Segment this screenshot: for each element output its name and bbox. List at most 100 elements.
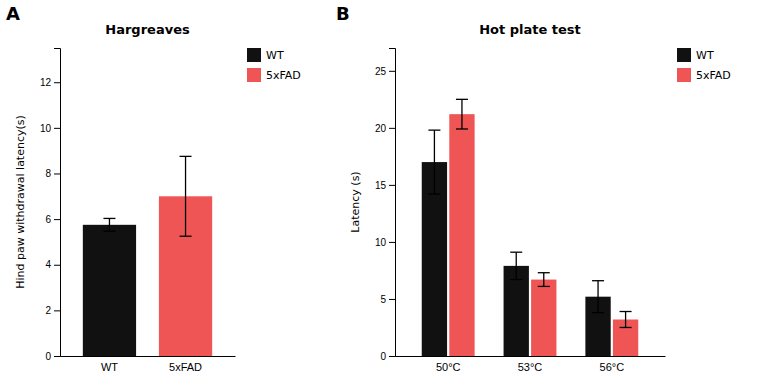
error-bar-stem: [109, 218, 110, 231]
x-axis-line: [396, 356, 666, 357]
error-bar: [620, 312, 632, 328]
legend-swatch: [247, 68, 261, 82]
error-bar-cap: [428, 193, 440, 194]
error-bar-cap: [620, 311, 632, 312]
y-tick-label: 0: [45, 351, 51, 362]
y-tick: 8: [45, 168, 60, 179]
y-tick-mark: [54, 265, 60, 266]
legend-item: 5xFAD: [247, 68, 301, 82]
error-bar: [510, 252, 522, 279]
legend-item: WT: [247, 48, 284, 62]
y-tick: 12: [40, 77, 60, 88]
title: Hargreaves: [105, 22, 190, 37]
y-tick-label: 10: [375, 237, 387, 248]
y-tick-mark: [389, 242, 395, 243]
y-tick: 10: [40, 123, 60, 134]
error-bar-cap: [538, 286, 550, 287]
error-bar-cap: [538, 272, 550, 273]
y-tick: 5: [380, 294, 395, 305]
panel-label: A: [6, 3, 20, 24]
y-axis-title: Latency (s): [349, 171, 362, 232]
y-tick: 4: [45, 259, 60, 270]
y-tick-label: 0: [380, 351, 386, 362]
legend: WT 5xFAD: [677, 48, 731, 82]
error-bar-cap: [180, 236, 192, 237]
error-bar-cap: [510, 252, 522, 253]
error-bar: [180, 156, 192, 236]
error-bar-cap: [180, 156, 192, 157]
legend-label: 5xFAD: [696, 69, 731, 82]
legend-swatch: [677, 68, 691, 82]
y-tick-label: 20: [375, 123, 387, 134]
error-bar-cap: [592, 312, 604, 313]
x-tick: WT: [101, 361, 118, 373]
x-tick-label: 5xFAD: [169, 361, 202, 373]
y-tick-mark: [54, 82, 60, 83]
legend-swatch: [247, 48, 261, 62]
y-tick-label: 4: [45, 259, 51, 270]
y-axis-line: [54, 49, 61, 357]
y-tick-mark: [54, 128, 60, 129]
error-bar: [103, 218, 115, 231]
panel: 0 5 10 15 20 25 50°C 53°C 56°C Hot plate test Late…: [336, 3, 731, 373]
marks: [422, 99, 639, 356]
y-tick-mark: [54, 310, 60, 311]
legend: WT 5xFAD: [247, 48, 301, 82]
x-tick-label: 53°C: [518, 361, 543, 373]
y-tick-mark: [389, 71, 395, 72]
y-tick-mark: [54, 356, 60, 357]
legend-label: WT: [266, 49, 284, 62]
error-bar-cap: [620, 327, 632, 328]
y-tick: 0: [45, 351, 60, 362]
error-bar-cap: [592, 280, 604, 281]
y-tick: 0: [380, 351, 395, 362]
x-tick: 56°C: [600, 361, 625, 373]
legend-item: 5xFAD: [677, 68, 731, 82]
error-bar-cap: [428, 129, 440, 130]
y-tick-label: 5: [380, 294, 386, 305]
y-tick: 15: [375, 180, 395, 191]
y-tick-mark: [54, 219, 60, 220]
y-tick: 6: [45, 214, 60, 225]
y-tick-mark: [389, 299, 395, 300]
bar: [449, 114, 474, 356]
panel: 024681012WT5xFADHargreavesHind paw withd…: [6, 3, 301, 373]
error-bar-stem: [543, 273, 544, 287]
y-tick-label: 12: [40, 77, 52, 88]
error-bar-cap: [510, 279, 522, 280]
y-tick-label: 10: [40, 123, 52, 134]
plot-area: 0 2 4 6 8 10 12 WT 5xFAD: [40, 49, 236, 373]
error-bar: [428, 130, 440, 194]
y-axis: 0 5 10 15 20 25: [375, 49, 396, 362]
title: Hot plate test: [479, 22, 581, 37]
y-tick: 25: [375, 66, 395, 77]
x-axis: 50°C 53°C 56°C: [396, 357, 666, 373]
error-bar-cap: [103, 231, 115, 232]
y-tick-mark: [389, 128, 395, 129]
y-tick-mark: [389, 185, 395, 186]
y-axis-line: [389, 49, 396, 357]
error-bar-stem: [434, 130, 435, 194]
legend-label: WT: [696, 49, 714, 62]
bar: [531, 280, 556, 356]
y-tick-label: 8: [45, 168, 51, 179]
y-tick: 20: [375, 123, 395, 134]
panel-label: B: [336, 3, 350, 24]
legend-label: 5xFAD: [266, 69, 301, 82]
x-tick-label: 50°C: [436, 361, 461, 373]
bar: [504, 266, 529, 356]
error-bar-stem: [461, 99, 462, 129]
x-axis-line: [61, 356, 236, 357]
error-bar: [538, 273, 550, 287]
x-tick-label: 56°C: [600, 361, 625, 373]
y-tick: 2: [45, 305, 60, 316]
error-bar-stem: [625, 312, 626, 328]
x-tick-label: WT: [101, 361, 118, 373]
y-tick-label: 25: [375, 66, 387, 77]
bar: [83, 225, 136, 356]
x-tick: 53°C: [518, 361, 543, 373]
y-tick-label: 2: [45, 305, 51, 316]
x-tick: 50°C: [436, 361, 461, 373]
error-bar-cap: [103, 218, 115, 219]
legend-swatch: [677, 48, 691, 62]
